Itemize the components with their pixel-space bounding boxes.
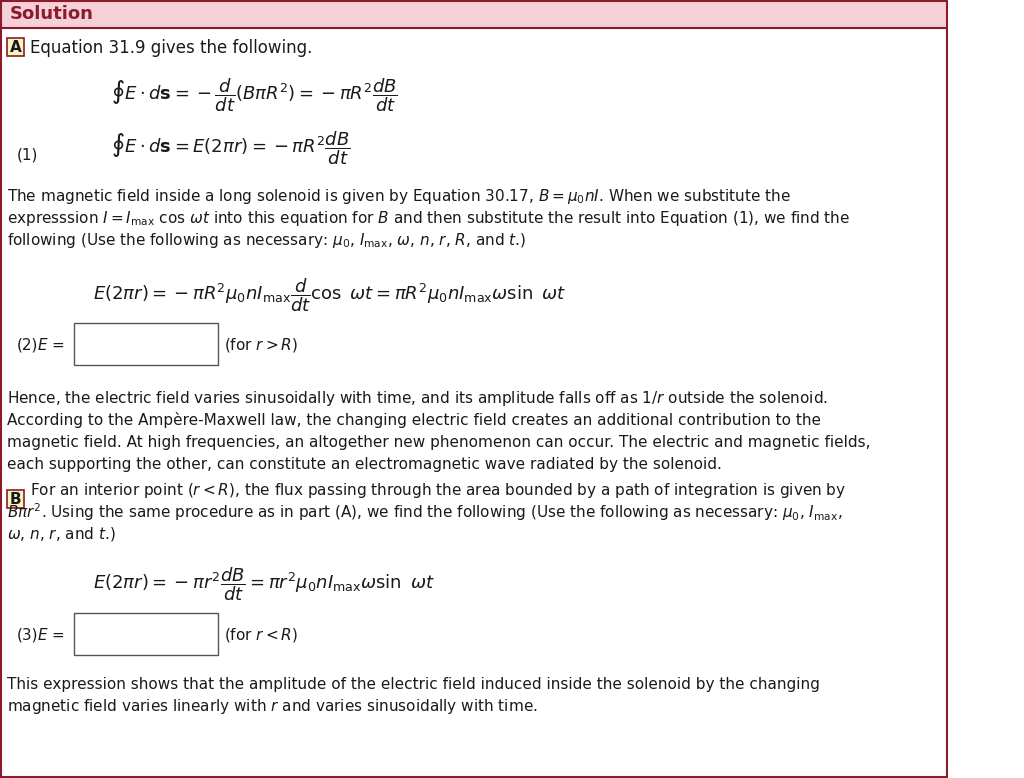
Text: Solution: Solution <box>9 5 93 23</box>
Text: $\omega$, $n$, $r$, and $t$.): $\omega$, $n$, $r$, and $t$.) <box>7 525 116 543</box>
Text: $E$ =: $E$ = <box>37 627 65 643</box>
Text: A: A <box>10 40 22 54</box>
Bar <box>7 490 25 508</box>
Bar <box>7 38 25 56</box>
Bar <box>74 323 217 365</box>
Text: Equation 31.9 gives the following.: Equation 31.9 gives the following. <box>30 39 312 57</box>
Text: $E$ =: $E$ = <box>37 337 65 353</box>
Text: $E\left(2\pi r\right) = -\pi r^2 \dfrac{dB}{dt} = \pi r^2 \mu_0 n I_\mathrm{max}: $E\left(2\pi r\right) = -\pi r^2 \dfrac{… <box>92 565 434 603</box>
Text: (for $r < R$): (for $r < R$) <box>224 626 298 644</box>
Bar <box>0 0 948 28</box>
Text: (for $r > R$): (for $r > R$) <box>224 336 298 354</box>
Text: magnetic field. At high frequencies, an altogether new phenomenon can occur. The: magnetic field. At high frequencies, an … <box>7 434 870 450</box>
Text: (3): (3) <box>16 628 38 643</box>
Text: According to the Ampère-Maxwell law, the changing electric field creates an addi: According to the Ampère-Maxwell law, the… <box>7 412 821 428</box>
Text: (2): (2) <box>16 338 38 352</box>
Text: (1): (1) <box>16 148 38 163</box>
Text: $E\left(2\pi r\right) = -\pi R^2 \mu_0 n I_\mathrm{max} \dfrac{d}{dt} \cos\ \ome: $E\left(2\pi r\right) = -\pi R^2 \mu_0 n… <box>92 276 565 314</box>
Bar <box>74 613 217 655</box>
Text: $\oint E \cdot d\mathbf{s} = -\dfrac{d}{dt}\left(B\pi R^2\right) = -\pi R^2\dfra: $\oint E \cdot d\mathbf{s} = -\dfrac{d}{… <box>111 76 398 114</box>
Text: B: B <box>10 492 22 506</box>
Text: This expression shows that the amplitude of the electric field induced inside th: This expression shows that the amplitude… <box>7 678 820 692</box>
Text: magnetic field varies linearly with $r$ and varies sinusoidally with time.: magnetic field varies linearly with $r$ … <box>7 698 538 717</box>
Text: The magnetic field inside a long solenoid is given by Equation 30.17, $B = \mu_0: The magnetic field inside a long solenoi… <box>7 187 792 205</box>
Text: expresssion $I = I_\mathrm{max}$ cos $\omega t$ into this equation for $B$ and t: expresssion $I = I_\mathrm{max}$ cos $\o… <box>7 209 851 227</box>
Text: $\oint E \cdot d\mathbf{s} = E\left(2\pi r\right) = -\pi R^2\dfrac{dB}{dt}$: $\oint E \cdot d\mathbf{s} = E\left(2\pi… <box>111 129 351 166</box>
Text: following (Use the following as necessary: $\mu_0$, $I_\mathrm{max}$, $\omega$, : following (Use the following as necessar… <box>7 230 526 250</box>
Text: each supporting the other, can constitute an electromagnetic wave radiated by th: each supporting the other, can constitut… <box>7 457 722 471</box>
Text: Hence, the electric field varies sinusoidally with time, and its amplitude falls: Hence, the electric field varies sinusoi… <box>7 388 828 408</box>
Text: For an interior point ($r < R$), the flux passing through the area bounded by a : For an interior point ($r < R$), the flu… <box>30 481 846 499</box>
Text: $B\pi r^2$. Using the same procedure as in part (A), we find the following (Use : $B\pi r^2$. Using the same procedure as … <box>7 501 843 523</box>
